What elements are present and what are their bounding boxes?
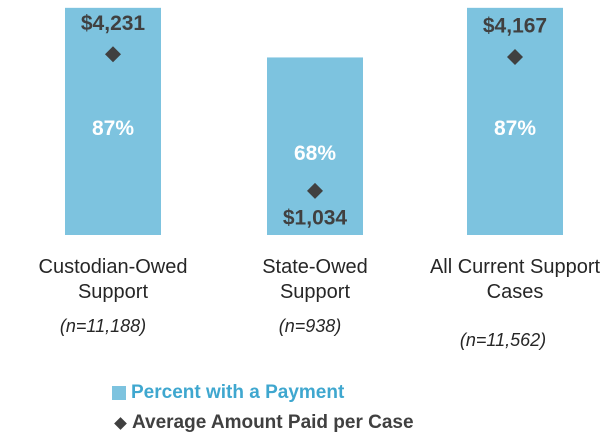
bar: [467, 7, 563, 236]
x-tick-label: State-Owed Support: [262, 256, 368, 303]
point-value-label: $4,167: [483, 15, 547, 38]
diamond-marker: [307, 182, 323, 199]
legend-item: Percent with a Payment: [112, 382, 344, 404]
legend-label: Average Amount Paid per Case: [132, 412, 414, 433]
legend-item: Average Amount Paid per Case: [112, 412, 414, 434]
bar: [65, 7, 161, 236]
bar-value-label: 87%: [92, 117, 134, 140]
sample-size-note: (n=938): [278, 316, 342, 336]
bar-value-label: 68%: [294, 142, 336, 165]
diamond-marker: [507, 48, 523, 65]
x-tick-label: All Current Support Cases: [429, 256, 601, 303]
bar: [267, 57, 363, 235]
sample-size-note: (n=11,188): [59, 316, 147, 336]
legend-label: Percent with a Payment: [131, 382, 345, 403]
diamond-marker: [105, 46, 121, 63]
legend-swatch: [114, 416, 127, 430]
point-value-label: $4,231: [81, 12, 146, 35]
sample-size-note: (n=11,562): [459, 330, 547, 350]
x-tick-label: Custodian-Owed Support: [38, 256, 188, 303]
legend-swatch: [112, 386, 126, 400]
point-value-label: $1,034: [283, 206, 348, 229]
bar-value-label: 87%: [494, 117, 536, 140]
